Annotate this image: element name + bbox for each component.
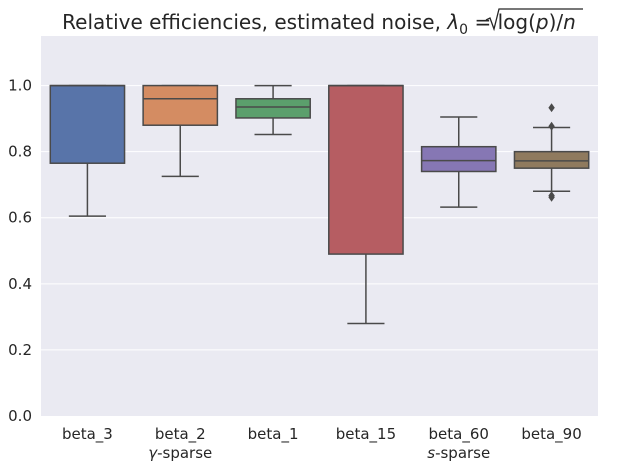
y-tick-label: 1.0 — [8, 77, 32, 95]
box-beta_60 — [420, 116, 497, 208]
x-tick-label: beta_1 — [248, 425, 299, 444]
y-tick-label: 0.0 — [8, 407, 32, 425]
box-iqr — [235, 98, 311, 119]
x-group-labels: γ-sparse s-sparse — [148, 444, 490, 462]
x-tick-label: beta_3 — [62, 425, 113, 444]
box-iqr — [142, 84, 219, 126]
sqrt-radical — [485, 8, 583, 32]
outlier-point — [548, 192, 555, 202]
y-tick-label: 0.6 — [8, 209, 32, 227]
x-axis-ticks: beta_3 beta_2 beta_1 beta_15 beta_60 beta_90 — [62, 425, 582, 444]
box-iqr — [513, 150, 590, 169]
box-beta_15 — [328, 84, 404, 325]
box-iqr — [49, 84, 126, 164]
box-series — [49, 84, 590, 325]
box-iqr — [420, 145, 497, 173]
outlier-point — [548, 121, 555, 131]
y-tick-label: 0.8 — [8, 143, 32, 161]
x-tick-label: beta_2 — [155, 425, 206, 444]
box-iqr — [328, 84, 404, 255]
outlier-point — [548, 103, 555, 113]
box-beta_3 — [49, 84, 126, 217]
x-tick-label: beta_15 — [336, 425, 396, 444]
group-label: γ-sparse — [148, 444, 212, 462]
box-beta_90 — [513, 103, 590, 202]
y-tick-label: 0.4 — [8, 275, 32, 293]
plot-area — [41, 36, 598, 416]
y-axis-ticks: 0.0 0.2 0.4 0.6 0.8 1.0 — [8, 77, 32, 425]
box-beta_2 — [142, 84, 219, 178]
x-tick-label: beta_90 — [521, 425, 581, 444]
chart-title: Relative efficiencies, estimated noise, … — [62, 10, 576, 38]
group-label: s-sparse — [427, 444, 490, 462]
box-beta_1 — [235, 84, 311, 136]
grid-lines — [41, 85, 598, 351]
x-tick-label: beta_60 — [429, 425, 489, 444]
y-tick-label: 0.2 — [8, 341, 32, 359]
